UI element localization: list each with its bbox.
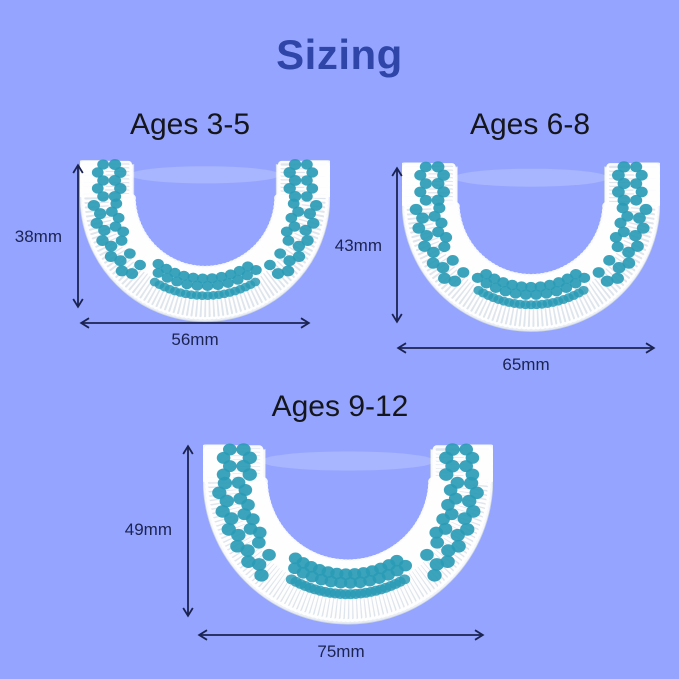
product-image-ages-6-8 [402,161,660,332]
product-image-ages-9-12 [203,443,493,625]
height-label-ages-9-12: 49mm [124,520,172,539]
width-dimension-arrow-ages-3-5 [79,317,311,329]
size-heading-ages-9-12: Ages 9-12 [271,390,409,423]
height-dimension-arrow-ages-6-8 [391,166,403,324]
product-image-ages-3-5 [80,159,330,322]
height-dimension-arrow-ages-3-5 [72,163,84,309]
width-label-ages-3-5: 56mm [171,330,219,349]
width-label-ages-6-8: 65mm [502,355,550,374]
size-heading-ages-3-5: Ages 3-5 [129,108,251,141]
height-label-ages-3-5: 38mm [14,227,62,246]
height-dimension-arrow-ages-9-12 [182,444,194,618]
size-heading-ages-6-8: Ages 6-8 [469,108,591,141]
width-label-ages-9-12: 75mm [317,642,365,661]
page-title: Sizing [276,31,403,78]
width-dimension-arrow-ages-6-8 [396,342,656,354]
height-label-ages-6-8: 43mm [334,236,382,255]
width-dimension-arrow-ages-9-12 [197,629,485,641]
